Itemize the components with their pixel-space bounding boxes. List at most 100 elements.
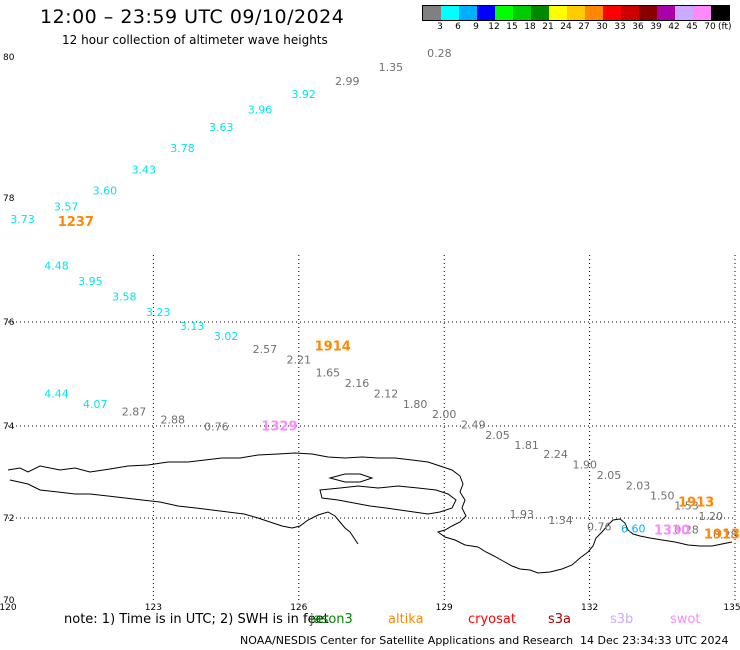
legend-label: 15: [506, 22, 518, 32]
legend-swatch: [639, 6, 657, 20]
wave-height-values: 3.73 3.57 3.60 3.43 3.78 3.63 3.96 3.92 2.99 1.35…: [10, 47, 740, 543]
legend-label: 33: [614, 22, 626, 32]
wave-height-value: 2.99: [335, 75, 360, 88]
wave-height-value: 2.12: [374, 387, 399, 400]
legend-swatch: [711, 6, 729, 20]
wave-height-value: 2.00: [432, 408, 457, 421]
satellite-cryosat: cryosat: [468, 612, 516, 627]
wave-height-value: 2.05: [597, 469, 622, 482]
lat-tick-label: 78: [3, 194, 15, 204]
legend-label: 3: [437, 22, 443, 32]
legend-swatch: [621, 6, 639, 20]
wave-height-value: 3.78: [170, 142, 195, 155]
wave-height-value: 3.57: [54, 200, 79, 213]
legend-unit: (ft): [718, 22, 732, 32]
wave-height-value: 2.49: [461, 418, 486, 431]
wave-height-value: 3.02: [214, 330, 239, 343]
legend-swatch: [549, 6, 567, 20]
lon-tick-label: 123: [145, 603, 162, 613]
satellite-s3a: s3a: [548, 612, 572, 627]
wave-height-value: 1.50: [650, 490, 675, 503]
color-scale-labels: 3 6 9 12 15 18 21 24 27 30 33 36 39 42 45 70: [422, 22, 740, 34]
pass-time-label: 1329: [261, 420, 297, 435]
wave-height-value: 1.20: [699, 510, 724, 523]
wave-height-value: 1.81: [514, 439, 539, 452]
wave-height-value: 1.90: [573, 458, 598, 471]
note-text: note: 1) Time is in UTC; 2) SWH is in fe…: [64, 612, 329, 627]
legend-label: 24: [560, 22, 572, 32]
map-title: 12:00 – 23:59 UTC 09/10/2024: [40, 6, 345, 28]
legend-label: 70: [704, 22, 716, 32]
legend-label: 36: [632, 22, 644, 32]
wave-height-value: 4.44: [44, 387, 69, 400]
satellite-jason3: jason3: [310, 612, 353, 627]
legend-label: 18: [524, 22, 536, 32]
generation-timestamp: 14 Dec 23:34:33 UTC 2024: [580, 634, 729, 647]
wave-height-value: 2.87: [122, 406, 147, 419]
lat-tick-label: 72: [3, 514, 14, 524]
wave-height-value: 1.93: [509, 508, 534, 521]
satellite-s3b: s3b: [610, 612, 634, 627]
wave-height-value: 2.24: [543, 448, 568, 461]
lon-tick-label: 132: [581, 603, 598, 613]
legend-label: 6: [455, 22, 461, 32]
wave-height-value: 6.60: [621, 522, 646, 535]
wave-height-value: 3.92: [291, 88, 316, 101]
legend-label: 12: [488, 22, 500, 32]
axis-labels: 120 123 126 129 132 135 80 78 76 74 72 70: [0, 53, 740, 613]
legend-label: 30: [596, 22, 608, 32]
lat-tick-label: 70: [3, 596, 15, 606]
wave-height-value: 0.28: [713, 529, 738, 542]
legend-swatch: [423, 6, 441, 20]
legend-swatch: [657, 6, 675, 20]
pass-time-label: 1913: [704, 528, 740, 543]
coastline-mainland: [7, 452, 733, 574]
wave-height-value: 4.48: [44, 259, 69, 272]
wave-height-value: 1.34: [548, 514, 573, 527]
wave-height-value: 3.43: [131, 163, 156, 176]
pass-time-label: 1237: [58, 215, 94, 230]
coastline-peninsula: [9, 479, 359, 545]
wave-height-value: 2.88: [161, 413, 186, 426]
map-subtitle: 12 hour collection of altimeter wave hei…: [62, 33, 328, 47]
wave-height-value: 3.63: [209, 121, 234, 134]
legend-label: 39: [650, 22, 662, 32]
legend-swatch: [459, 6, 477, 20]
wave-height-value: 2.03: [626, 479, 651, 492]
legend-label: 45: [686, 22, 698, 32]
wave-height-value: 3.73: [10, 213, 35, 226]
color-scale-legend: [422, 5, 730, 21]
legend-swatch: [675, 6, 693, 20]
wave-height-value: 2.05: [485, 429, 510, 442]
wave-height-value: 1.35: [379, 61, 404, 74]
satellite-altika: altika: [388, 612, 424, 627]
lat-lon-grid: [8, 255, 736, 600]
legend-label: 9: [473, 22, 479, 32]
wave-height-value: 3.95: [78, 275, 103, 288]
wave-height-value: 3.58: [112, 290, 137, 303]
legend-swatch: [603, 6, 621, 20]
lon-tick-label: 129: [436, 603, 453, 613]
wave-height-value: 2.21: [287, 354, 312, 367]
coastline-island: [328, 473, 374, 483]
wave-height-value: 2.57: [253, 343, 278, 356]
wave-height-value: 1.80: [403, 398, 428, 411]
wave-height-value: 3.96: [248, 103, 273, 116]
pass-time-label: 1330: [654, 523, 690, 538]
wave-height-value: 1.65: [316, 367, 341, 380]
wave-height-value: 3.60: [93, 184, 118, 197]
legend-label: 42: [668, 22, 680, 32]
wave-height-value: 3.13: [180, 320, 205, 333]
legend-swatch: [567, 6, 585, 20]
legend-label: 27: [578, 22, 590, 32]
lat-tick-label: 74: [3, 422, 15, 432]
legend-swatch: [477, 6, 495, 20]
credit-line: NOAA/NESDIS Center for Satellite Applica…: [240, 634, 574, 647]
pass-time-label: 1913: [678, 496, 714, 511]
lon-tick-label: 120: [0, 603, 17, 613]
legend-swatch: [495, 6, 513, 20]
wave-height-value: 0.76: [204, 421, 229, 434]
legend-swatch: [693, 6, 711, 20]
lon-tick-label: 135: [723, 603, 740, 613]
